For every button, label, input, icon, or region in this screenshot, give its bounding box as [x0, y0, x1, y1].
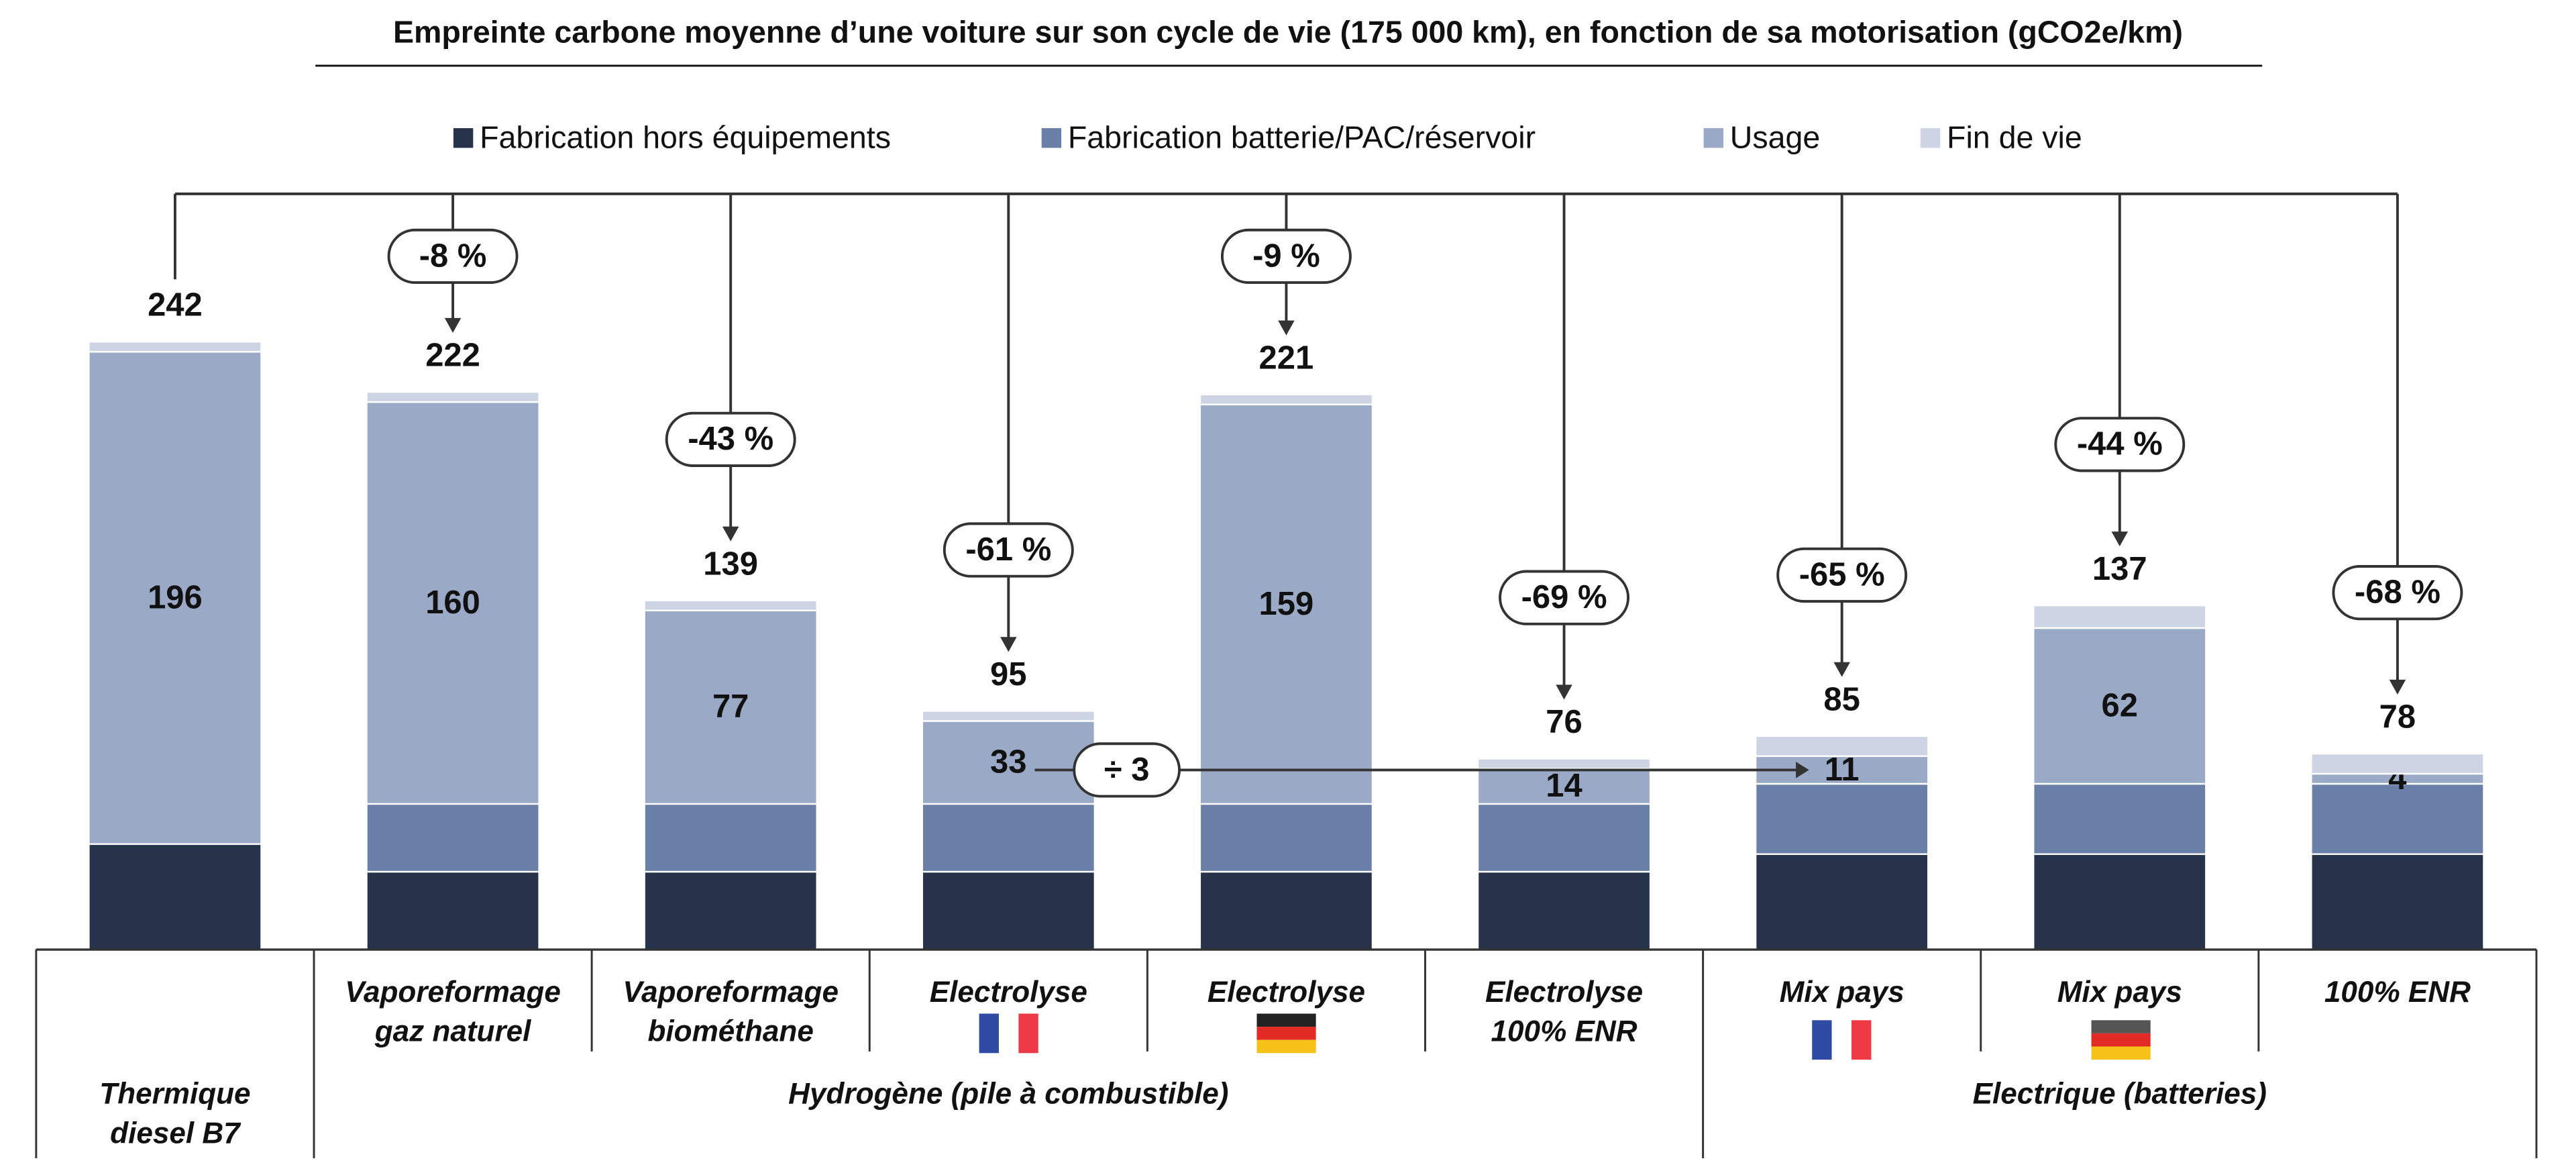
- bar-segment: [2310, 782, 2485, 856]
- flag-fr: [1812, 1020, 1872, 1060]
- bar-segment: [2310, 853, 2485, 951]
- bar-segment: [1754, 735, 1929, 758]
- value-label: 62: [2102, 687, 2138, 723]
- bar-segment: [366, 870, 540, 951]
- bar-segment: [643, 803, 818, 873]
- bar-segment: [1199, 803, 1374, 873]
- bar-segment: [366, 391, 540, 403]
- legend-label: Fin de vie: [1947, 119, 2082, 154]
- x-tick-label: Electrolyse: [1208, 976, 1365, 1009]
- total-label: 85: [1823, 681, 1860, 717]
- bar-segment: [1477, 768, 1652, 805]
- bar-segment: [921, 803, 1096, 873]
- change-label: -65 %: [1799, 556, 1885, 593]
- total-label: 137: [2092, 551, 2147, 587]
- x-tick-label: Vaporeformage: [345, 976, 561, 1009]
- flag-de: [2091, 1020, 2151, 1060]
- total-label: 76: [1546, 704, 1582, 740]
- x-tick-label: 100% ENR: [2324, 976, 2471, 1009]
- change-label: -61 %: [965, 531, 1051, 568]
- bar-segment: [643, 609, 818, 805]
- legend-swatch: [1703, 128, 1723, 148]
- total-label: 78: [2379, 699, 2416, 735]
- group-label: Hydrogène (pile à combustible): [788, 1078, 1228, 1111]
- x-tick-label: Mix pays: [1780, 976, 1904, 1009]
- total-label: 221: [1259, 340, 1314, 376]
- division-box: [1073, 742, 1181, 798]
- total-label: 95: [990, 656, 1026, 693]
- group-label: Electrique (batteries): [1973, 1078, 2267, 1111]
- x-tick-label: Mix pays: [2057, 976, 2182, 1009]
- value-label: 159: [1259, 586, 1314, 622]
- bar-segment: [1199, 403, 1374, 805]
- bar-segment: [921, 710, 1096, 722]
- bar-segment: [1477, 758, 1652, 770]
- flag-fr: [979, 1013, 1038, 1054]
- value-label: 14: [1546, 768, 1582, 804]
- arrow-head: [1278, 320, 1295, 336]
- arrow-head: [1556, 684, 1572, 700]
- x-tick-label: Electrolyse: [1485, 976, 1643, 1009]
- legend-label: Usage: [1730, 119, 1820, 154]
- change-label: -8 %: [419, 238, 487, 274]
- bar-segment: [2033, 853, 2207, 951]
- x-tick-label: biométhane: [648, 1015, 814, 1048]
- chart-title: Empreinte carbone moyenne d’une voiture …: [393, 15, 2183, 50]
- bar-segment: [1199, 870, 1374, 951]
- change-label: -9 %: [1252, 238, 1320, 274]
- total-label: 222: [425, 338, 480, 374]
- bar-segment: [921, 870, 1096, 951]
- bar-segment: [88, 350, 262, 846]
- x-tick-label: Electrolyse: [930, 976, 1087, 1009]
- division-label: ÷ 3: [1104, 752, 1150, 788]
- x-tick-label: Thermique: [99, 1078, 250, 1111]
- arrow-head: [444, 317, 462, 333]
- bar-segment: [921, 720, 1096, 805]
- flags: [979, 1013, 2151, 1060]
- legend-swatch: [453, 128, 474, 148]
- legend-swatch: [1041, 128, 1062, 148]
- bar-segment: [2310, 752, 2485, 775]
- arrow-head: [722, 526, 739, 542]
- value-label: 11: [1825, 752, 1860, 788]
- arrow-head: [1833, 662, 1850, 677]
- arrow-head: [2111, 531, 2129, 547]
- change-label: -68 %: [2355, 574, 2440, 611]
- bar-segment: [2033, 782, 2207, 856]
- bar-segment: [643, 599, 818, 611]
- value-label: 160: [425, 584, 480, 621]
- total-label: 139: [703, 546, 758, 582]
- arrow-head: [2389, 679, 2406, 695]
- change-box: [2054, 417, 2186, 472]
- legend-label: Fabrication hors équipements: [480, 119, 891, 154]
- bar-segment: [1477, 870, 1652, 951]
- total-label: 242: [148, 287, 203, 323]
- flag-de: [1256, 1013, 1316, 1054]
- value-label: 196: [148, 579, 203, 615]
- change-label: -43 %: [688, 421, 773, 457]
- bar-segment: [88, 843, 262, 951]
- bar-segment: [1199, 393, 1374, 406]
- arrow-head: [1796, 762, 1809, 778]
- bar-segment: [1754, 782, 1929, 856]
- bar-segment: [88, 340, 262, 353]
- legend-swatch: [1920, 128, 1941, 148]
- change-label: -44 %: [2077, 426, 2163, 462]
- bar-segment: [1477, 803, 1652, 873]
- x-tick-label: diesel B7: [110, 1117, 241, 1150]
- arrow-head: [1000, 637, 1017, 652]
- bar-segment: [1754, 853, 1929, 951]
- legend-label: Fabrication batterie/PAC/réservoir: [1068, 119, 1536, 154]
- value-label: 33: [990, 744, 1026, 780]
- bar-segment: [643, 870, 818, 951]
- bar-segment: [366, 803, 540, 873]
- x-tick-label: 100% ENR: [1491, 1015, 1638, 1048]
- value-label: 77: [712, 688, 749, 725]
- change-label: -69 %: [1521, 579, 1607, 615]
- x-tick-label: gaz naturel: [374, 1015, 531, 1048]
- bar-segment: [2033, 605, 2207, 629]
- x-tick-label: Vaporeformage: [623, 976, 839, 1009]
